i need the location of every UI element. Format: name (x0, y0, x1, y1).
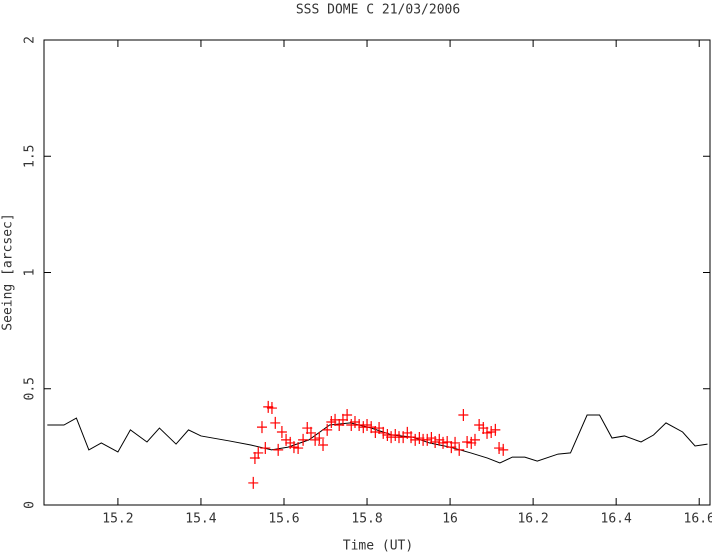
data-point (322, 423, 333, 436)
data-point (462, 435, 473, 448)
data-point (442, 435, 453, 448)
data-point (270, 416, 281, 429)
chart-title: SSS DOME C 21/03/2006 (296, 3, 460, 18)
data-point (266, 402, 277, 415)
data-point (422, 433, 433, 446)
data-point (362, 419, 373, 432)
y-tick-label: 2 (23, 36, 38, 44)
data-point (288, 441, 299, 454)
x-tick-label: 15.2 (102, 512, 133, 527)
data-point (374, 422, 385, 435)
data-point (305, 426, 316, 439)
data-point (248, 476, 259, 489)
x-tick-label: 15.6 (268, 512, 299, 527)
data-point (486, 425, 497, 438)
data-point (469, 433, 480, 446)
data-point (273, 443, 284, 456)
data-point (438, 436, 449, 449)
data-point (337, 413, 348, 426)
data-point (260, 442, 271, 455)
data-point (474, 419, 485, 432)
data-point (342, 409, 353, 422)
data-line (47, 414, 708, 464)
y-tick-label: 0 (23, 501, 38, 509)
data-point (253, 446, 264, 459)
data-point (276, 425, 287, 438)
y-tick-label: 1.5 (23, 145, 38, 168)
x-tick-label: 15.8 (351, 512, 382, 527)
data-point (349, 415, 360, 428)
data-point (281, 433, 292, 446)
data-point (406, 431, 417, 444)
y-tick-label: 0.5 (23, 377, 38, 400)
data-point (256, 421, 267, 434)
data-point (482, 426, 493, 439)
data-point (310, 433, 321, 446)
data-point (498, 443, 509, 456)
data-point (450, 436, 461, 449)
data-point (314, 432, 325, 445)
data-point (494, 442, 505, 455)
y-tick-label: 1 (23, 269, 38, 277)
x-tick-label: 16.4 (601, 512, 632, 527)
data-point (430, 435, 441, 448)
x-tick-label: 16 (442, 512, 458, 527)
data-point (366, 421, 377, 434)
x-tick-label: 16.6 (684, 512, 712, 527)
data-point (454, 443, 465, 456)
x-tick-label: 15.4 (185, 512, 216, 527)
y-axis-label: Seeing [arcsec] (1, 213, 16, 330)
x-axis-label: Time (UT) (343, 539, 413, 554)
data-point (378, 426, 389, 439)
data-point (318, 439, 329, 452)
data-point (298, 433, 309, 446)
data-point (458, 409, 469, 422)
data-point (490, 423, 501, 436)
x-tick-label: 16.2 (517, 512, 548, 527)
data-point (293, 442, 304, 455)
